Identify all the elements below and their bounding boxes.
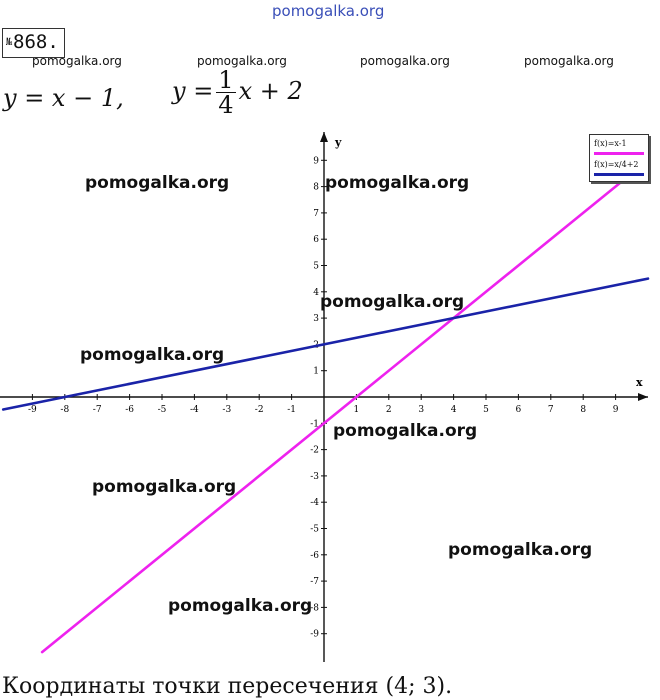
y-tick-label: 7	[313, 209, 319, 219]
series-line-1	[40, 179, 624, 654]
x-tick-label: 5	[483, 405, 489, 415]
watermark-plot: pomogalka.org	[320, 292, 465, 312]
legend-item: f(x)=x/4+2	[590, 156, 648, 177]
x-tick-label: -9	[28, 405, 37, 415]
x-tick-label: -6	[125, 405, 134, 415]
y-tick-label: -2	[310, 446, 319, 456]
x-tick-label: 4	[451, 405, 457, 415]
x-tick-label: 6	[516, 405, 522, 415]
x-tick-label: -5	[158, 405, 167, 415]
watermark-header: pomogalka.org	[524, 54, 614, 68]
fraction-numerator: 1	[216, 66, 236, 94]
y-tick-label: 8	[313, 183, 319, 193]
x-tick-label: 3	[418, 405, 424, 415]
problem-number: №868.	[2, 28, 65, 58]
legend-swatch	[594, 152, 644, 155]
formula-2: y = 1 4 x + 2	[172, 68, 303, 117]
watermark-plot: pomogalka.org	[333, 421, 478, 441]
watermark-header: pomogalka.org	[197, 54, 287, 68]
x-tick-label: 7	[548, 405, 554, 415]
watermark-plot: pomogalka.org	[80, 345, 225, 365]
fraction-denominator: 4	[218, 91, 234, 119]
x-tick-label: -3	[222, 405, 231, 415]
watermark-header: pomogalka.org	[360, 54, 450, 68]
watermark-plot: pomogalka.org	[85, 173, 230, 193]
watermark-plot: pomogalka.org	[92, 477, 237, 497]
x-tick-label: -8	[60, 405, 69, 415]
watermark-plot: pomogalka.org	[448, 540, 593, 560]
y-tick-label: 9	[313, 156, 319, 166]
x-tick-label: 8	[580, 405, 586, 415]
x-tick-label: -1	[287, 405, 296, 415]
y-tick-label: 3	[313, 314, 319, 324]
x-axis-arrow	[638, 393, 648, 401]
answer-text: Координаты точки пересечения (4; 3).	[2, 674, 453, 699]
x-tick-label: 1	[354, 405, 360, 415]
y-tick-label: -8	[310, 603, 319, 613]
watermark-header: pomogalka.org	[32, 54, 122, 68]
formula-2-lhs: y =	[172, 77, 214, 105]
watermark-plot: pomogalka.org	[168, 596, 313, 616]
number-sign: №	[6, 37, 13, 48]
y-tick-label: 4	[313, 288, 319, 298]
coordinate-plane: -9 -8 -7 -6 -5 -4 -3 -2 -1 1 2 3 4 5 6 7 8 9 -9 -8 -7 -6 -5 -4 -…	[0, 132, 650, 662]
graph-lines	[1, 179, 650, 654]
y-tick-label: 5	[313, 262, 319, 272]
chart-legend: f(x)=x-1 f(x)=x/4+2	[589, 134, 649, 182]
x-tick-label: -4	[190, 405, 199, 415]
watermark-plot: pomogalka.org	[325, 173, 470, 193]
legend-item: f(x)=x-1	[590, 135, 648, 156]
axes	[0, 132, 648, 662]
legend-swatch	[594, 173, 644, 176]
watermark-top: pomogalka.org	[272, 2, 385, 20]
y-tick-label: 1	[313, 367, 319, 377]
y-axis-label: y	[334, 136, 342, 149]
y-tick-label: -1	[310, 419, 319, 429]
formula-2-rhs: x + 2	[238, 77, 303, 105]
y-tick-label: -7	[310, 577, 319, 587]
y-axis-arrow	[320, 132, 328, 142]
y-tick-label: -6	[310, 551, 319, 561]
y-tick-label: -3	[310, 472, 319, 482]
formula-1: y = x − 1,	[3, 84, 124, 112]
y-tick-label: 6	[313, 235, 319, 245]
legend-label: f(x)=x/4+2	[594, 160, 639, 169]
x-tick-label: 9	[613, 405, 619, 415]
series-line-2	[1, 277, 650, 411]
y-tick-label: -9	[310, 630, 319, 640]
x-tick-label: 2	[386, 405, 392, 415]
legend-label: f(x)=x-1	[594, 139, 627, 148]
y-tick-label: -4	[310, 498, 319, 508]
x-axis-label: x	[636, 376, 643, 389]
ticks: -9 -8 -7 -6 -5 -4 -3 -2 -1 1 2 3 4 5 6 7 8 9 -9 -8 -7 -6 -5 -4 -…	[28, 156, 619, 639]
y-tick-label: -5	[310, 525, 319, 535]
x-tick-label: -7	[93, 405, 102, 415]
problem-number-value: 868.	[13, 31, 59, 53]
x-tick-label: -2	[255, 405, 264, 415]
